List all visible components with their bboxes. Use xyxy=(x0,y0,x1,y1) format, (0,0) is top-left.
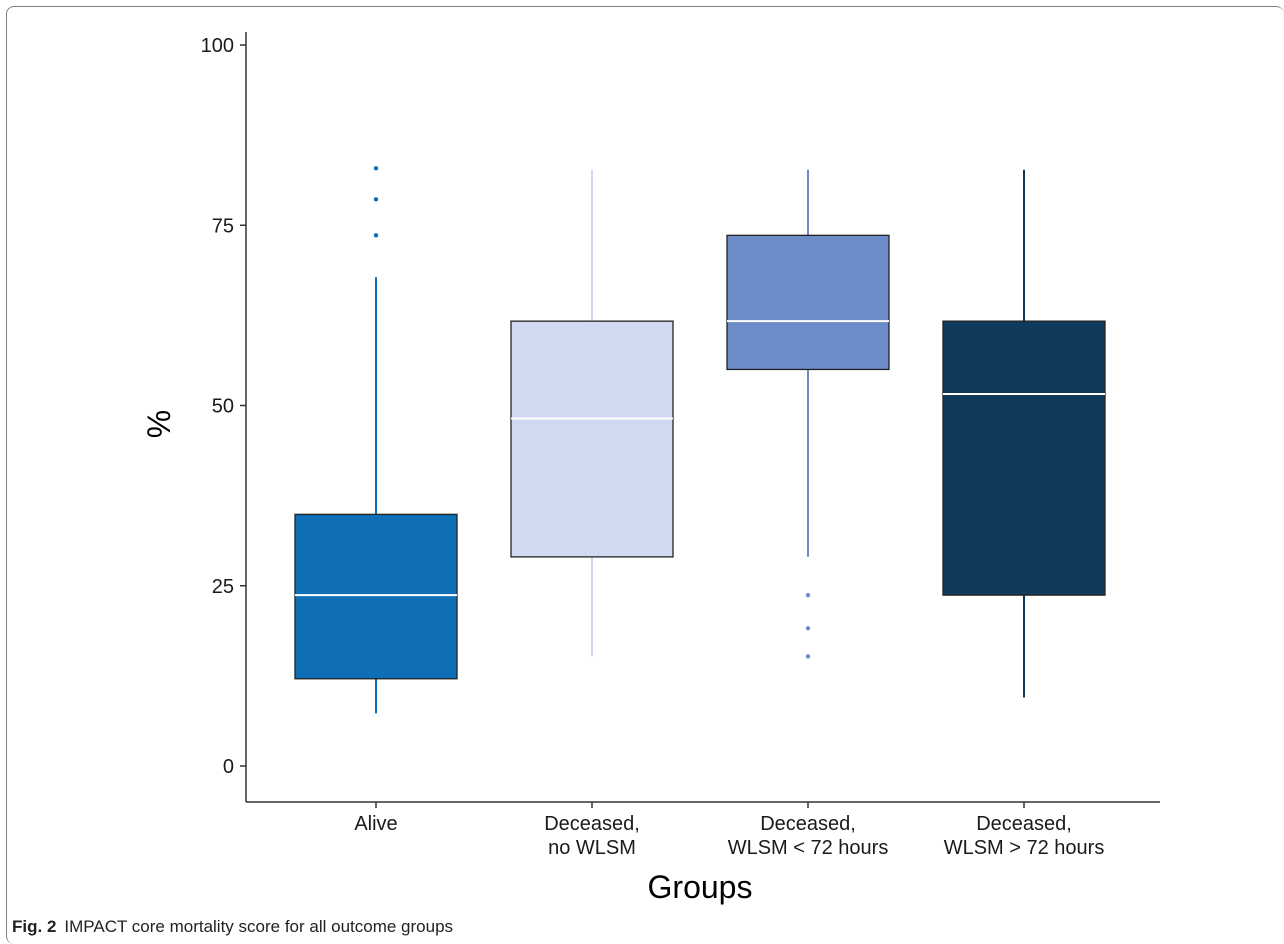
y-tick-label: 50 xyxy=(212,396,234,418)
caption-text: IMPACT core mortality score for all outc… xyxy=(64,917,454,936)
x-tick-label: Alive xyxy=(354,813,397,835)
y-tick-label: 25 xyxy=(212,576,234,598)
box xyxy=(294,513,458,680)
box-group xyxy=(942,169,1106,698)
x-tick-label: no WLSM xyxy=(548,837,636,859)
box xyxy=(726,234,890,371)
plot-area xyxy=(294,166,1106,714)
box xyxy=(510,320,674,558)
caption-label: Fig. 2 xyxy=(12,917,57,936)
outlier-point xyxy=(805,626,811,631)
x-tick-label: Deceased, xyxy=(544,813,640,835)
y-tick-label: 100 xyxy=(201,35,234,57)
box-group xyxy=(726,169,890,659)
x-tick-label: WLSM > 72 hours xyxy=(944,837,1105,859)
y-axis-title: % xyxy=(141,410,177,438)
outlier-point xyxy=(805,654,811,659)
outlier-point xyxy=(373,166,379,171)
y-tick-label: 0 xyxy=(223,756,234,778)
x-tick-label: WLSM < 72 hours xyxy=(728,837,889,859)
outlier-point xyxy=(805,592,811,598)
box-group xyxy=(294,166,458,714)
y-tick-label: 75 xyxy=(212,215,234,237)
outlier-point xyxy=(373,233,379,238)
box xyxy=(942,320,1106,596)
figure-caption: Fig. 2 IMPACT core mortality score for al… xyxy=(12,917,453,937)
figure-frame xyxy=(6,6,1284,944)
x-axis-title: Groups xyxy=(648,869,753,905)
x-tick-label: Deceased, xyxy=(760,813,856,835)
outlier-point xyxy=(373,197,379,202)
x-tick-label: Deceased, xyxy=(976,813,1072,835)
box-group xyxy=(510,169,674,657)
